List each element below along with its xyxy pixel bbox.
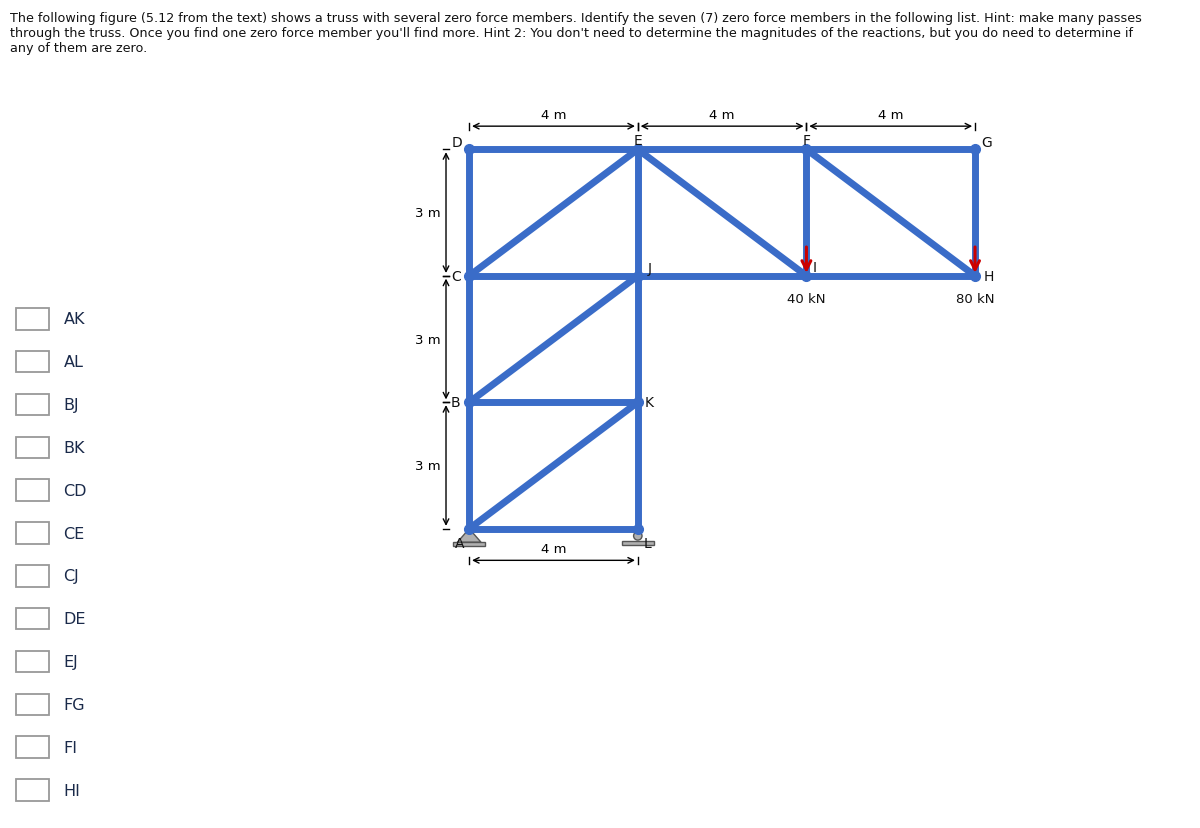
FancyBboxPatch shape [16, 651, 49, 672]
Text: E: E [634, 134, 642, 148]
Text: CJ: CJ [64, 569, 79, 584]
FancyBboxPatch shape [16, 522, 49, 544]
Bar [454, 542, 485, 546]
Text: 4 m: 4 m [541, 542, 566, 556]
FancyBboxPatch shape [16, 566, 49, 587]
Text: L: L [643, 537, 650, 551]
FancyBboxPatch shape [16, 352, 49, 373]
FancyBboxPatch shape [16, 779, 49, 801]
FancyBboxPatch shape [16, 737, 49, 758]
Text: 40 kN: 40 kN [787, 292, 826, 306]
Text: FG: FG [64, 697, 85, 712]
Text: AL: AL [64, 354, 84, 370]
Text: DE: DE [64, 611, 86, 627]
Text: B: B [451, 396, 461, 410]
Text: 3 m: 3 m [415, 333, 440, 346]
Bar [622, 541, 654, 545]
Text: 4 m: 4 m [878, 109, 904, 122]
Text: F: F [803, 134, 810, 148]
Text: CD: CD [64, 483, 88, 498]
Text: 80 kN: 80 kN [955, 292, 995, 306]
FancyBboxPatch shape [16, 694, 49, 715]
Polygon shape [457, 529, 481, 542]
Text: I: I [812, 260, 817, 274]
Circle shape [634, 532, 642, 541]
FancyBboxPatch shape [16, 437, 49, 459]
FancyBboxPatch shape [16, 609, 49, 629]
Text: The following figure (5.12 from the text) shows a truss with several zero force : The following figure (5.12 from the text… [10, 12, 1141, 55]
FancyBboxPatch shape [16, 394, 49, 416]
Text: HI: HI [64, 782, 80, 797]
Text: BJ: BJ [64, 397, 79, 412]
Text: 3 m: 3 m [415, 207, 440, 219]
Text: D: D [452, 136, 463, 150]
Text: 4 m: 4 m [709, 109, 734, 122]
Text: 3 m: 3 m [415, 460, 440, 473]
FancyBboxPatch shape [16, 309, 49, 330]
Text: EJ: EJ [64, 654, 78, 669]
Text: J: J [648, 262, 652, 276]
Text: BK: BK [64, 440, 85, 455]
Text: AK: AK [64, 312, 85, 327]
Text: A: A [455, 537, 464, 551]
Text: CE: CE [64, 526, 85, 541]
Text: C: C [451, 269, 461, 283]
FancyBboxPatch shape [16, 480, 49, 501]
Text: FI: FI [64, 739, 78, 755]
Text: G: G [982, 136, 992, 150]
Text: H: H [983, 269, 994, 283]
Text: 4 m: 4 m [541, 109, 566, 122]
Text: K: K [646, 396, 654, 410]
